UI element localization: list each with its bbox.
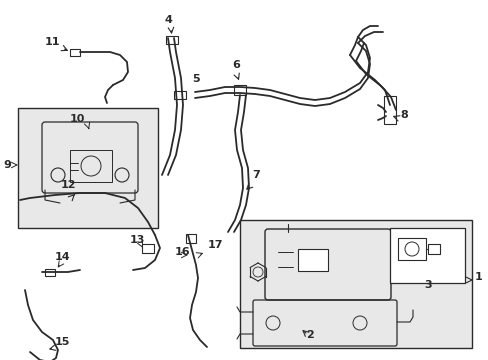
Bar (70, 49, 80, 55)
Bar (45, 269, 55, 275)
Bar (240, 220, 471, 348)
Bar (297, 249, 327, 271)
Bar (427, 244, 439, 254)
Bar (142, 243, 154, 252)
Text: 8: 8 (399, 110, 407, 120)
Text: 4: 4 (164, 15, 172, 25)
Text: 6: 6 (231, 60, 240, 70)
Text: 17: 17 (207, 240, 223, 250)
Text: 5: 5 (192, 74, 199, 84)
Text: 14: 14 (54, 252, 70, 262)
Text: 11: 11 (45, 37, 61, 47)
Text: 7: 7 (251, 170, 259, 180)
Text: 3: 3 (423, 280, 431, 290)
Text: 1: 1 (474, 272, 482, 282)
Text: 13: 13 (130, 235, 145, 245)
Bar (174, 91, 185, 99)
Text: 15: 15 (55, 337, 70, 347)
Text: 12: 12 (60, 180, 76, 190)
Bar (165, 36, 178, 44)
Bar (234, 85, 245, 95)
Bar (383, 96, 395, 124)
Text: 2: 2 (305, 330, 313, 340)
Bar (389, 228, 464, 283)
Bar (185, 234, 196, 243)
Bar (397, 238, 425, 260)
Bar (18, 108, 158, 228)
Text: 10: 10 (70, 114, 85, 124)
Text: 9: 9 (3, 160, 11, 170)
Text: 16: 16 (175, 247, 190, 257)
Bar (70, 150, 112, 182)
